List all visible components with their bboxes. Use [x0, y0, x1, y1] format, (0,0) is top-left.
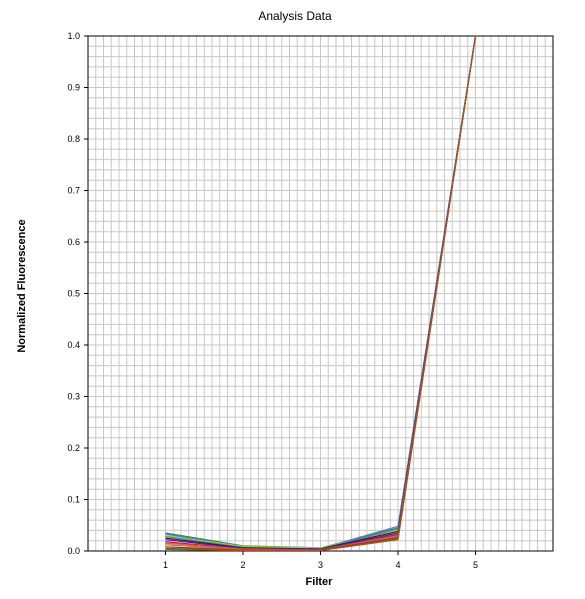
- y-tick-label: 0.4: [67, 340, 80, 350]
- chart-title: Analysis Data: [258, 9, 332, 23]
- y-tick-label: 0.3: [67, 392, 80, 402]
- x-tick-label: 1: [163, 560, 168, 570]
- y-tick-label: 1.0: [67, 31, 80, 41]
- x-tick-label: 3: [318, 560, 323, 570]
- y-tick-label: 0.5: [67, 289, 80, 299]
- y-tick-label: 0.0: [67, 546, 80, 556]
- series-line: [165, 36, 477, 551]
- x-tick-label: 4: [395, 560, 400, 570]
- y-tick-label: 0.2: [67, 443, 80, 453]
- y-tick-label: 0.6: [67, 237, 80, 247]
- x-axis-title: Filter: [306, 576, 334, 588]
- y-tick-label: 0.1: [67, 495, 80, 505]
- y-tick-label: 0.8: [67, 134, 80, 144]
- grid: [88, 36, 553, 551]
- x-tick-label: 2: [240, 560, 245, 570]
- tick-labels: 0.0 0.1 0.2 0.3 0.4 0.5 0.6 0.7 0.8 0.9 1.0 1 2 3 4 5: [67, 31, 478, 570]
- y-tick-label: 0.7: [67, 186, 80, 196]
- series-lines: [165, 36, 477, 551]
- y-axis-title: Normalized Fluorescence: [16, 219, 28, 352]
- y-tick-label: 0.9: [67, 83, 80, 93]
- x-tick-label: 5: [473, 560, 478, 570]
